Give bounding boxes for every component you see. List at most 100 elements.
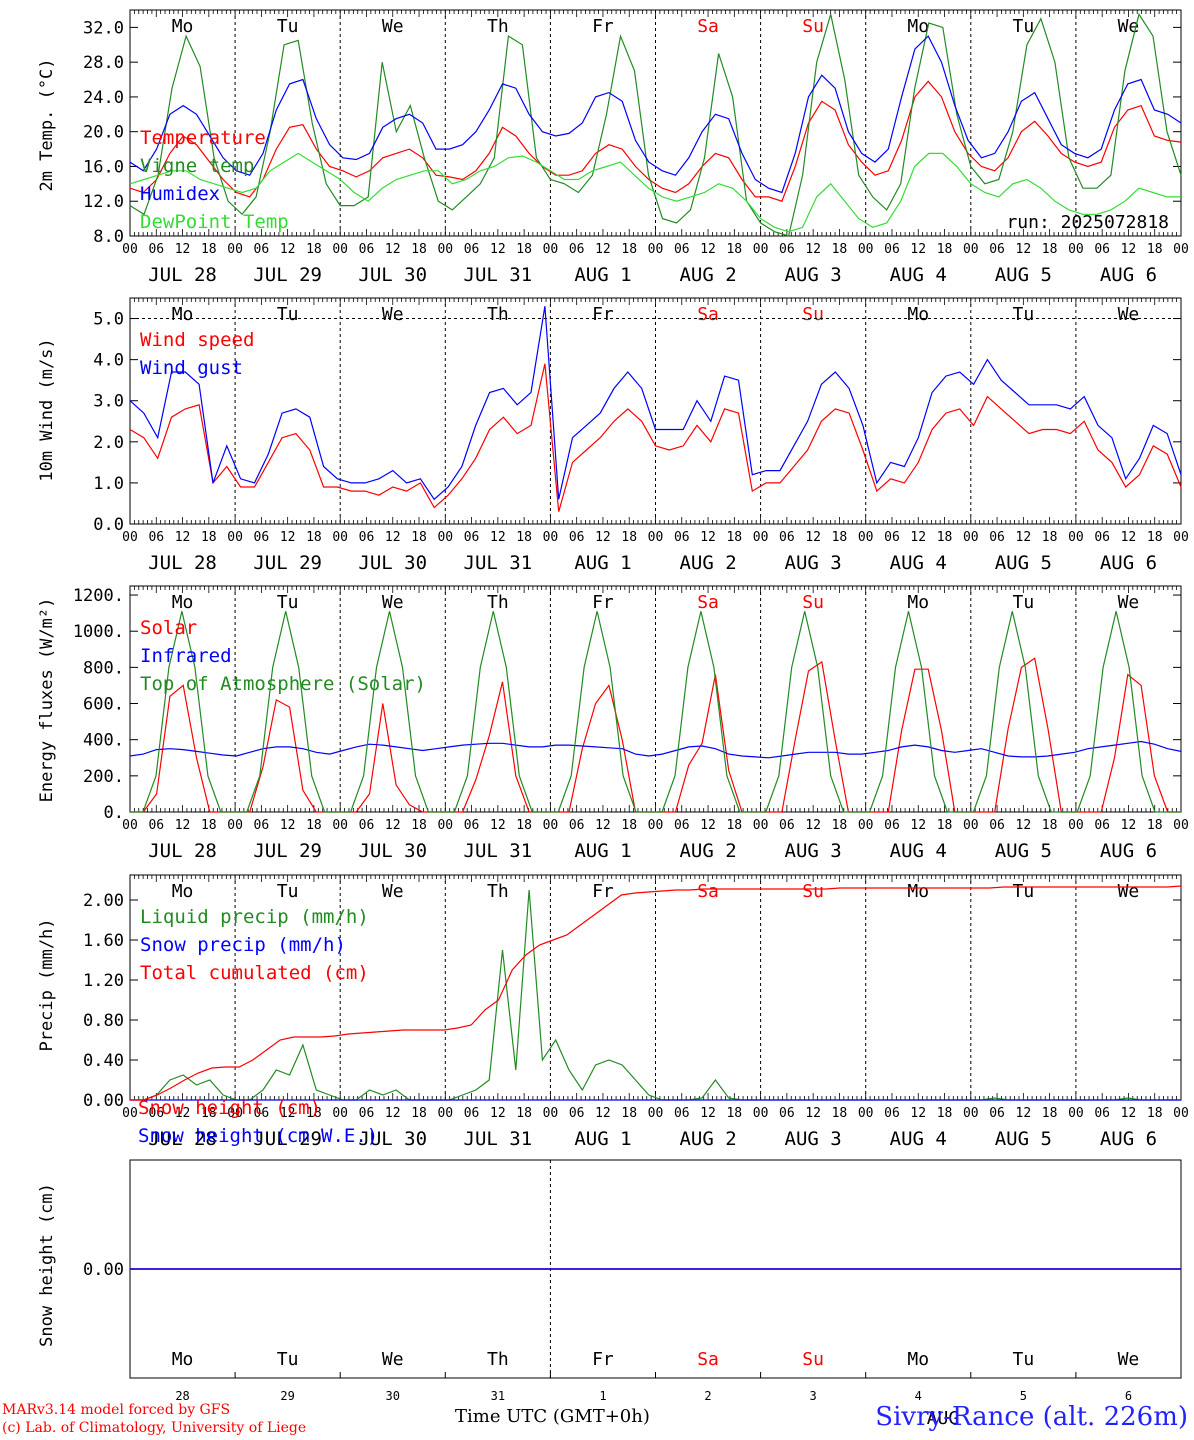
y-tick-label: 800. [83,658,124,678]
date-label: JUL 30 [358,264,427,286]
hour-tick-label: 18 [621,1106,637,1121]
y-tick-label: 0.0 [93,515,124,535]
hour-tick-label: 18 [832,1106,848,1121]
hour-tick-label: 12 [700,1106,716,1121]
series-line-dewpoint-temp [129,152,1181,233]
hour-tick-label: 12 [385,1106,401,1121]
legend-entry: Snow height (cm W.E.) [138,1125,378,1147]
hour-tick-label: 12 [595,818,611,833]
hour-tick-label: 00 [963,242,979,257]
hour-tick-label: 12 [595,530,611,545]
weekday-label: Tu [1013,304,1035,325]
date-label: AUG 2 [679,264,736,286]
hour-tick-label: 00 [648,242,664,257]
y-axis-label: Snow height (cm) [37,1183,57,1347]
legend-entry: Top of Atmosphere (Solar) [140,673,426,695]
hour-tick-label: 18 [937,1106,953,1121]
date-label: JUL 30 [358,1128,427,1150]
hour-tick-label: 12 [1016,818,1032,833]
weekday-label: We [1118,304,1140,325]
hour-tick-label: 18 [1147,530,1163,545]
hour-tick-label: 18 [1042,818,1058,833]
y-tick-label: 0.00 [83,1260,124,1280]
hour-tick-label: 18 [1042,530,1058,545]
hour-tick-label: 18 [306,530,322,545]
y-tick-label: 400. [83,731,124,751]
hour-tick-label: 06 [989,242,1005,257]
weekday-label: Mo [907,881,929,902]
y-axis-label: Precip (mm/h) [37,918,57,1051]
hour-tick-label: 00 [648,818,664,833]
hour-tick-label: 12 [385,530,401,545]
y-tick-label: 3.0 [93,392,124,412]
hour-tick-label: 00 [1068,1106,1084,1121]
hour-tick-label: 06 [148,242,164,257]
hour-tick-label: 18 [726,530,742,545]
hour-tick-label: 18 [1042,242,1058,257]
weekday-label: Su [802,881,824,902]
hour-tick-label: 00 [437,530,453,545]
y-tick-label: 0. [104,803,124,823]
weekday-label: We [382,881,404,902]
credit-line-1: MARv3.14 model forced by GFS [2,1402,231,1418]
date-label: AUG 4 [890,264,947,286]
weekday-label: Sa [697,592,719,613]
date-label: JUL 29 [253,1128,322,1150]
hour-tick-label: 18 [201,242,217,257]
y-axis-label: 10m Wind (m/s) [37,338,57,481]
hour-tick-label: 18 [832,242,848,257]
hour-tick-label: 06 [464,530,480,545]
legend-entry: Wind speed [140,329,254,351]
weekday-label: Sa [697,304,719,325]
hour-tick-label: 12 [595,1106,611,1121]
day-number-label: 4 [915,1389,922,1403]
hour-tick-label: 00 [963,818,979,833]
date-label: JUL 31 [464,264,533,286]
y-axis-label: 2m Temp. (°C) [37,58,57,191]
hour-tick-label: 06 [254,818,270,833]
y-tick-label: 8.0 [93,227,124,247]
hour-tick-label: 18 [201,530,217,545]
weekday-label: Tu [277,16,299,37]
legend-entry: Total cumulated (cm) [140,962,369,984]
hour-tick-label: 12 [1121,242,1137,257]
date-label: JUL 28 [148,264,217,286]
hour-tick-label: 18 [832,530,848,545]
hour-tick-label: 06 [1094,1106,1110,1121]
y-tick-label: 20.0 [83,123,124,143]
y-tick-label: 4.0 [93,351,124,371]
y-tick-label: 0.80 [83,1011,124,1031]
day-number-label: 30 [386,1389,400,1403]
weekday-label: Su [802,592,824,613]
weekday-label: Th [487,881,509,902]
hour-tick-label: 06 [569,242,585,257]
hour-tick-label: 00 [227,530,243,545]
hour-tick-label: 00 [753,530,769,545]
hour-tick-label: 00 [858,242,874,257]
date-label: AUG 1 [574,264,631,286]
hour-tick-label: 12 [910,818,926,833]
date-label: JUL 31 [464,840,533,862]
hour-tick-label: 06 [464,242,480,257]
weekday-label: Mo [172,592,194,613]
hour-tick-label: 18 [1147,242,1163,257]
month-label: AUG [927,1408,960,1429]
weekday-label: Mo [172,881,194,902]
weekday-label: We [382,1349,404,1370]
date-label: AUG 5 [995,552,1052,574]
y-tick-label: 2.00 [83,891,124,911]
y-tick-label: 0.40 [83,1051,124,1071]
weekday-label: Mo [172,1349,194,1370]
legend-entry: Snow precip (mm/h) [140,934,346,956]
hour-tick-label: 06 [674,818,690,833]
hour-tick-label: 00 [543,242,559,257]
hour-tick-label: 18 [201,1106,217,1121]
weekday-label: Mo [907,16,929,37]
weekday-label: Tu [277,1349,299,1370]
hour-tick-label: 06 [569,818,585,833]
hour-tick-label: 18 [306,1106,322,1121]
hour-tick-label: 06 [989,530,1005,545]
hour-tick-label: 12 [175,818,191,833]
series-line-wind-gust [129,306,1182,501]
hour-tick-label: 12 [805,1106,821,1121]
